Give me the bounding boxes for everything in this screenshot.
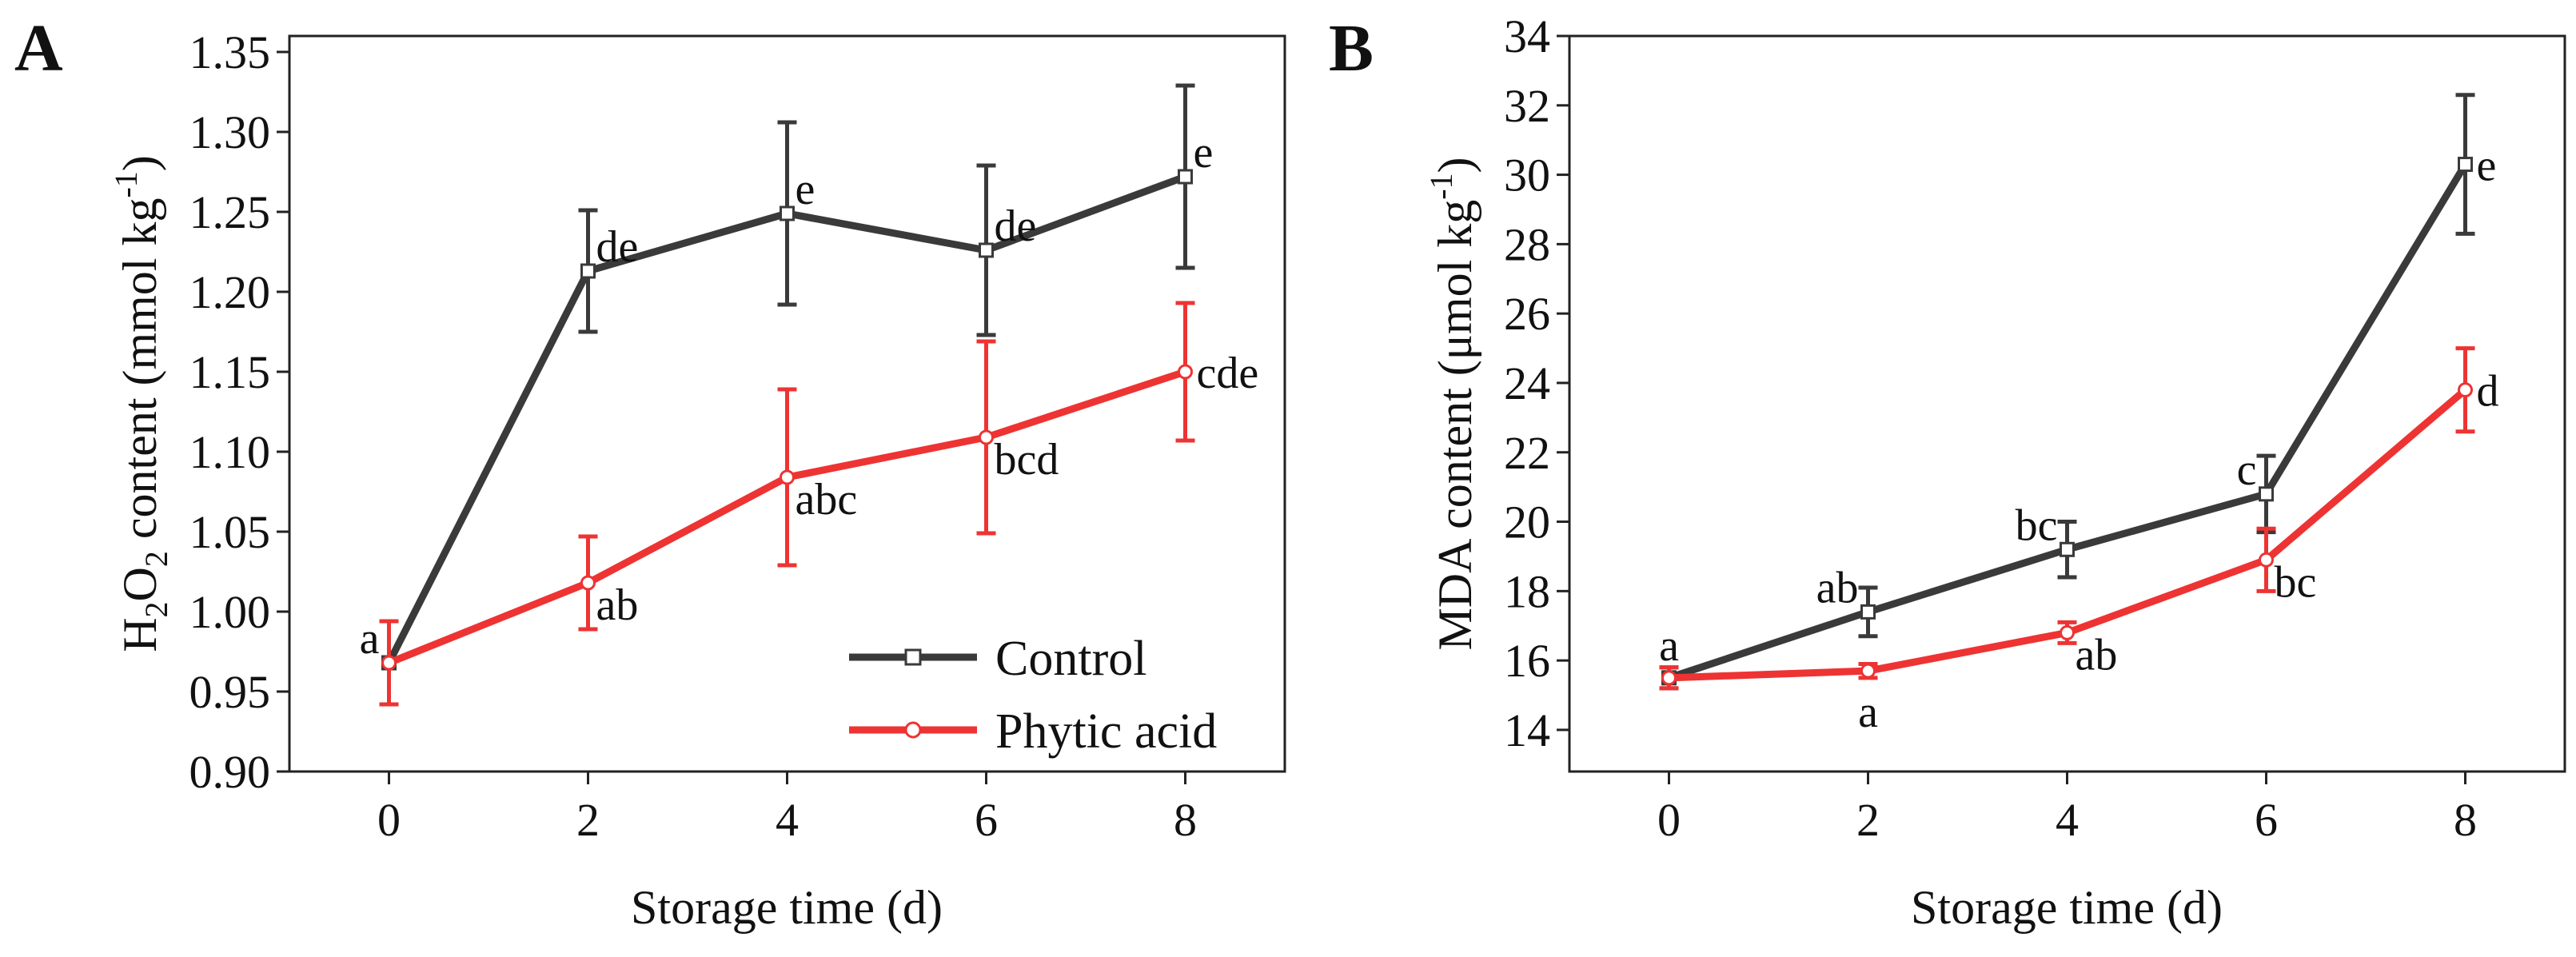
panel-b-x-tick-label: 6 [2255, 794, 2278, 846]
panel-a-x-tick-label: 2 [576, 794, 600, 846]
panel-a-y-axis-title: H2O2 content (mmol kg-1) [108, 155, 174, 652]
panel-a-control-significance-label: de [596, 222, 639, 272]
panel-b-control-point [1860, 604, 1876, 620]
panel-a-control-significance-label: e [1194, 128, 1214, 177]
panel-b-chart: B MDA content (μmol kg-1) Storage time (… [1329, 10, 2566, 934]
legend-control-label: Control [995, 632, 1146, 686]
panel-b-control-significance-label: c [2237, 445, 2257, 495]
panel-a-phytic-acid-point [780, 469, 795, 485]
panel-b-y-tick-label: 30 [1504, 150, 1550, 201]
panel-b-control-point [2060, 541, 2075, 557]
panel-a-x-tick-label: 4 [776, 794, 799, 846]
panel-a-control-significance-label: de [995, 201, 1037, 251]
panel-b-phytic-acid-point [2259, 552, 2274, 568]
panel-a-y-title-post: content (mmol kg [114, 198, 166, 552]
panel-b-y-tick-label: 14 [1504, 704, 1550, 756]
panel-b-y-tick-label: 20 [1504, 496, 1550, 548]
panel-a-y-title-sup: -1 [108, 171, 144, 197]
panel-a-phytic-acid-significance-label: abc [796, 475, 858, 524]
legend: Control Phytic acid [849, 632, 1217, 759]
panel-b-phytic-acid-significance-label: d [2477, 367, 2499, 417]
panel-a-control-point [780, 205, 795, 221]
panel-b-x-tick-label: 8 [2454, 794, 2477, 846]
panel-a-x-tick-label: 0 [377, 794, 401, 846]
panel-a-phytic-acid-point [381, 655, 397, 671]
panel-b-y-title-end: ) [1429, 157, 1481, 173]
panel-b-control-significance-label: a [1659, 621, 1679, 671]
panel-b-y-tick-label: 34 [1504, 10, 1550, 62]
panel-a-chart: A H2O2 content (mmol kg-1) Storage time … [14, 11, 1286, 934]
panel-a-y-title-end: ) [114, 155, 166, 171]
panel-b-phytic-acid-point [1860, 663, 1876, 679]
panel-a-phytic-acid-point [580, 575, 596, 591]
panel-a-marks: 0 2 4 6 8 0.90 0.95 1.00 1.05 1.10 1.15 1.20 1.25 1.3… [189, 26, 1259, 846]
panel-a-x-axis-title: Storage time (d) [631, 881, 943, 934]
panel-a-y-tick-label: 1.35 [189, 26, 271, 78]
panel-a-y-tick-label: 1.30 [189, 106, 271, 158]
panel-a-y-tick-label: 1.20 [189, 266, 271, 318]
panel-a-y-tick-label: 0.90 [189, 746, 271, 798]
panel-a-x-tick-label: 8 [1174, 794, 1197, 846]
panel-b-control-significance-label: bc [2016, 500, 2058, 550]
panel-a-control-significance-label: e [796, 165, 815, 214]
panel-a-phytic-acid-significance-label: a [360, 614, 380, 664]
panel-a-phytic-acid-significance-label: ab [596, 580, 639, 630]
panel-b-control-line [1668, 162, 2469, 682]
panel-a-y-title-sub1: 2 [138, 601, 174, 617]
panel-b-y-tick-label: 32 [1504, 80, 1550, 132]
panel-b-control-point [2259, 486, 2274, 502]
panel-b-label: B [1329, 11, 1374, 86]
panel-a-y-tick-label: 1.10 [189, 426, 271, 478]
panel-b-phytic-acid-point [1661, 670, 1677, 686]
panel-b-y-tick-label: 18 [1504, 565, 1550, 617]
panel-a-phytic-acid-point [1178, 364, 1193, 380]
panel-a-phytic-acid-significance-label: bcd [995, 435, 1059, 484]
panel-a-y-tick-label: 1.25 [189, 186, 271, 238]
panel-b-y-title-sup: -1 [1423, 173, 1459, 199]
panel-a-control-point [979, 242, 994, 258]
panel-b-y-tick-label: 26 [1504, 288, 1550, 340]
panel-b-x-tick-label: 4 [2056, 794, 2079, 846]
panel-b-phytic-acid-significance-label: ab [2076, 630, 2118, 680]
panel-a-y-title-pre: H [114, 617, 166, 652]
panel-b-y-title-pre: MDA content (μmol kg [1429, 200, 1481, 651]
panel-a-y-title-mid: O [114, 567, 166, 601]
panel-b-x-tick-label: 0 [1657, 794, 1681, 846]
panel-a-y-title-sub2: 2 [138, 551, 174, 567]
panel-a-y-tick-label: 1.00 [189, 586, 271, 638]
panel-b-phytic-acid-significance-label: a [1858, 688, 1878, 737]
panel-b-y-tick-label: 24 [1504, 357, 1550, 409]
legend-phytic-label: Phytic acid [995, 704, 1217, 759]
panel-b-y-tick-label: 16 [1504, 635, 1550, 687]
legend-control-marker [904, 648, 922, 666]
panel-b-phytic-acid-significance-label: bc [2275, 557, 2317, 607]
panel-a-phytic-acid-significance-label: cde [1197, 349, 1259, 398]
legend-phytic-marker [904, 721, 922, 739]
panel-a-label: A [14, 11, 63, 86]
panel-a-y-tick-label: 0.95 [189, 666, 271, 718]
panel-b-control-significance-label: e [2477, 142, 2497, 191]
panel-b-phytic-acid-point [2060, 624, 2075, 640]
panel-a-x-tick-label: 6 [975, 794, 998, 846]
panel-b-x-axis-title: Storage time (d) [1911, 881, 2223, 934]
panel-b-control-significance-label: ab [1816, 563, 1859, 612]
panel-b-phytic-acid-point [2458, 382, 2473, 398]
panel-a-control-point [1178, 169, 1193, 185]
panel-b-control-point [2458, 157, 2473, 173]
panel-b-y-axis-title: MDA content (μmol kg-1) [1423, 157, 1481, 650]
panel-b-x-tick-label: 2 [1856, 794, 1880, 846]
panel-a-control-point [580, 263, 596, 279]
panel-a-phytic-acid-point [979, 429, 994, 445]
panel-b-y-tick-label: 28 [1504, 218, 1550, 270]
panel-a-y-tick-label: 1.15 [189, 346, 271, 398]
panel-a-y-tick-label: 1.05 [189, 506, 271, 558]
panel-b-y-tick-label: 22 [1504, 427, 1550, 479]
